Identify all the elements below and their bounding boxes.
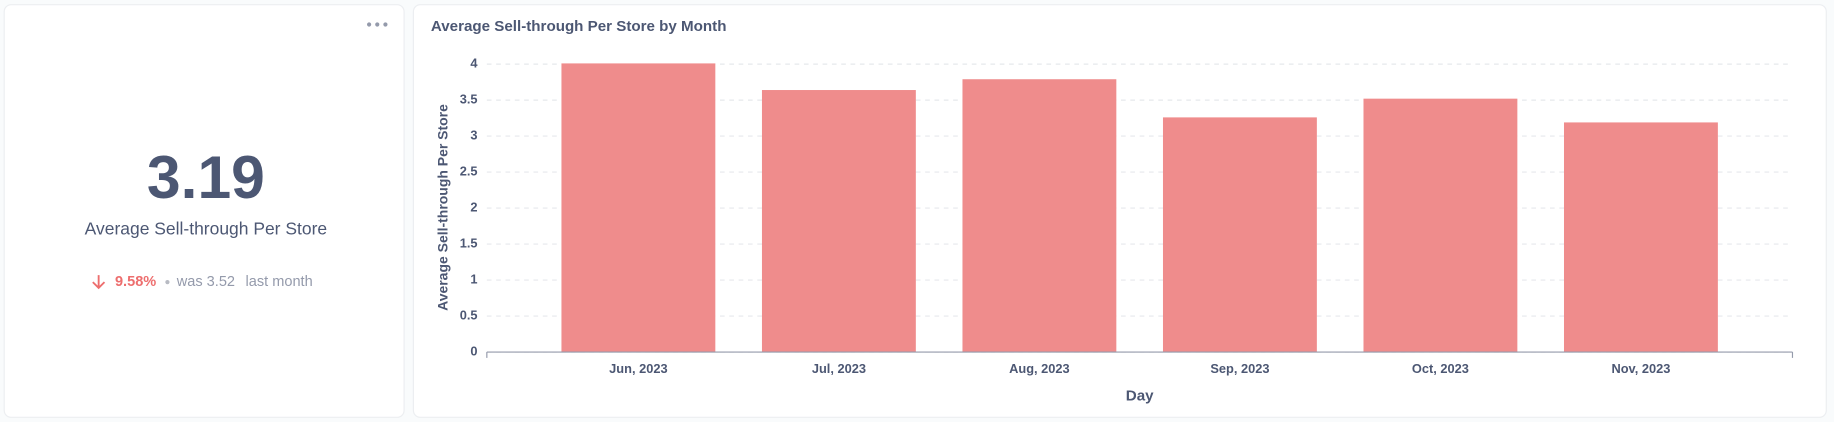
y-tick-label: 2.5 — [460, 163, 478, 178]
y-tick-label: 1.5 — [460, 235, 478, 250]
menu-dot — [367, 22, 372, 27]
bar — [1363, 98, 1518, 353]
kpi-label: Average Sell-through Per Store — [85, 218, 327, 238]
kpi-period: last month — [246, 274, 313, 290]
kpi-card — [3, 4, 405, 418]
chart-title: Average Sell-through Per Store by Month — [431, 18, 727, 35]
y-tick-label: 1 — [470, 271, 477, 286]
y-tick-label: 0.5 — [460, 307, 478, 322]
y-tick-label: 2 — [470, 199, 477, 214]
y-tick-label: 0 — [470, 343, 477, 358]
x-axis-label: Day — [1126, 387, 1154, 404]
separator-dot — [165, 280, 170, 285]
x-tick-label: Sep, 2023 — [1210, 361, 1269, 376]
x-tick-label: Jul, 2023 — [812, 361, 866, 376]
menu-dot — [375, 22, 380, 27]
bar — [962, 79, 1117, 353]
plot: 0 0.5 1 1.5 2 2.5 3 3.5 4 Jun, 2023 Jul, 2023 Aug, … — [460, 56, 1794, 376]
y-tick-label: 3.5 — [460, 91, 478, 106]
x-tick-label: Jun, 2023 — [609, 361, 667, 376]
y-tick-label: 4 — [470, 56, 478, 71]
bar — [761, 90, 916, 353]
kpi-value: 3.19 — [147, 143, 265, 211]
kpi-change: 9.58% — [115, 274, 156, 290]
bar — [1563, 122, 1718, 353]
bar — [1162, 117, 1317, 353]
x-tick-label: Aug, 2023 — [1009, 361, 1070, 376]
card-menu[interactable] — [367, 22, 388, 27]
y-axis-label: Average Sell-through Per Store — [434, 104, 450, 311]
menu-dot — [383, 22, 388, 27]
y-tick-label: 3 — [470, 127, 477, 142]
x-tick-label: Oct, 2023 — [1412, 361, 1469, 376]
x-tick-label: Nov, 2023 — [1611, 361, 1670, 376]
bar — [561, 63, 716, 353]
kpi-previous: was 3.52 — [176, 274, 235, 290]
down-arrow — [92, 275, 106, 290]
